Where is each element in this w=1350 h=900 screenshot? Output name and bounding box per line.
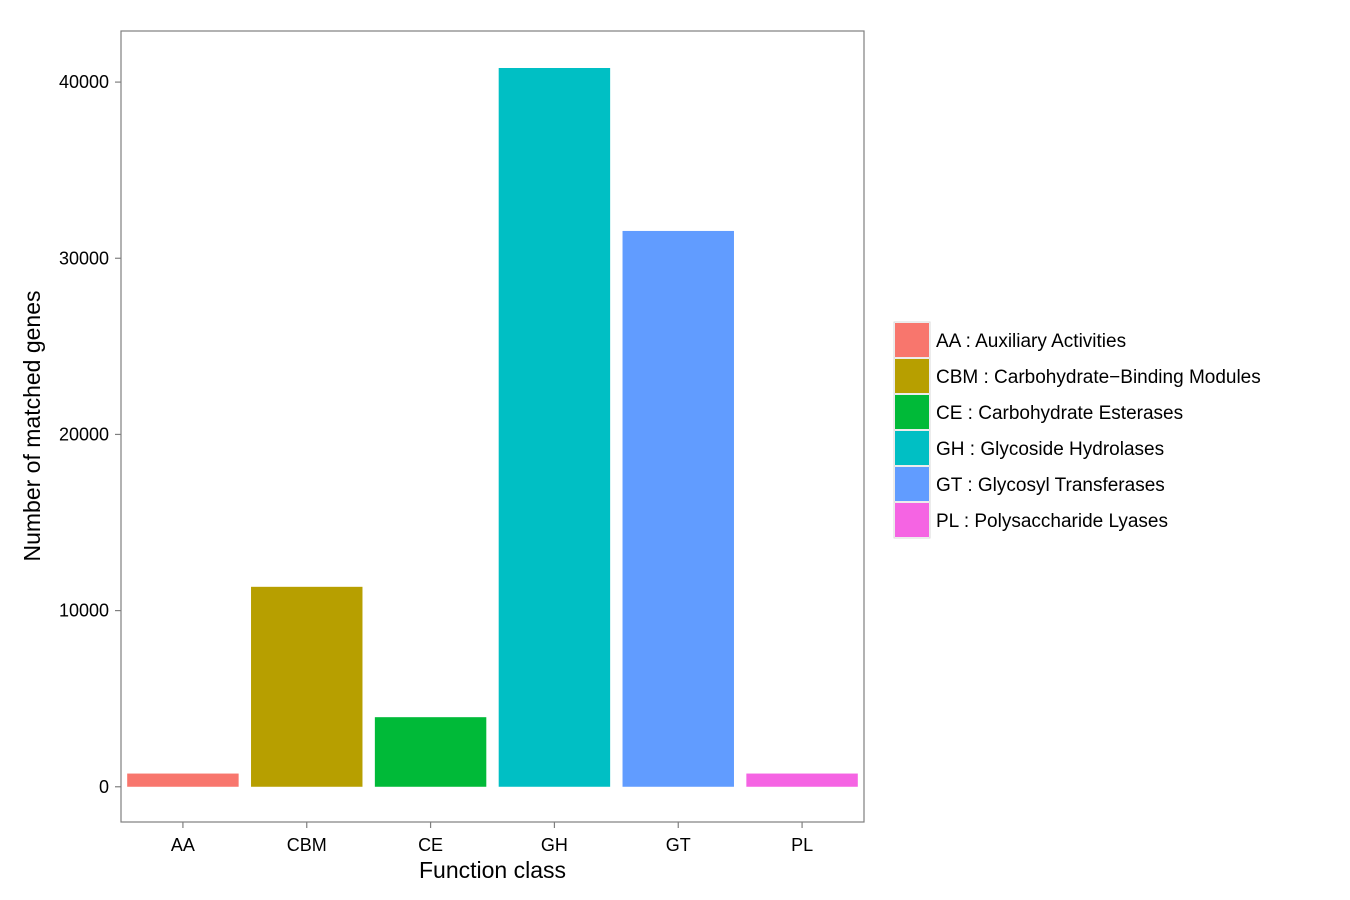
y-tick-label: 20000 [59, 424, 109, 444]
bar-ce [374, 717, 487, 787]
y-tick-label: 40000 [59, 72, 109, 92]
x-axis: AA CBM CE GH GT PL [171, 822, 813, 855]
y-tick-label: 0 [99, 777, 109, 797]
y-axis: 0 10000 20000 30000 40000 [59, 72, 121, 797]
bar-aa [127, 773, 239, 787]
bar-gt [622, 230, 734, 787]
y-tick-label: 10000 [59, 601, 109, 621]
x-tick-label-cbm: CBM [287, 835, 327, 855]
x-tick-label-gh: GH [541, 835, 568, 855]
bar-pl [746, 773, 858, 787]
legend-swatch-gt [895, 467, 929, 501]
legend-swatch-aa [895, 323, 929, 357]
legend-swatch-ce [895, 395, 929, 429]
legend-label-cbm: CBM : Carbohydrate−Binding Modules [936, 367, 1261, 388]
legend-label-ce: CE : Carbohydrate Esterases [936, 403, 1183, 424]
legend-label-gt: GT : Glycosyl Transferases [936, 475, 1165, 496]
x-tick-label-ce: CE [418, 835, 443, 855]
legend-swatch-cbm [895, 359, 929, 393]
legend-swatch-gh [895, 431, 929, 465]
legend-label-pl: PL : Polysaccharide Lyases [936, 511, 1168, 532]
legend-swatch-pl [895, 503, 929, 537]
plot-panel [120, 30, 865, 823]
bar-cbm [251, 586, 363, 787]
bars-group [127, 67, 858, 787]
x-axis-title: Function class [419, 857, 566, 883]
legend-label-aa: AA : Auxiliary Activities [936, 331, 1126, 352]
y-axis-title: Number of matched genes [19, 290, 45, 561]
x-tick-label-gt: GT [666, 835, 691, 855]
legend-label-gh: GH : Glycoside Hydrolases [936, 439, 1164, 460]
x-tick-label-aa: AA [171, 835, 195, 855]
x-tick-label-pl: PL [791, 835, 813, 855]
legend: AA : Auxiliary Activities CBM : Carbohydr… [893, 321, 1261, 539]
y-tick-label: 30000 [59, 248, 109, 268]
bar-gh [498, 67, 611, 787]
